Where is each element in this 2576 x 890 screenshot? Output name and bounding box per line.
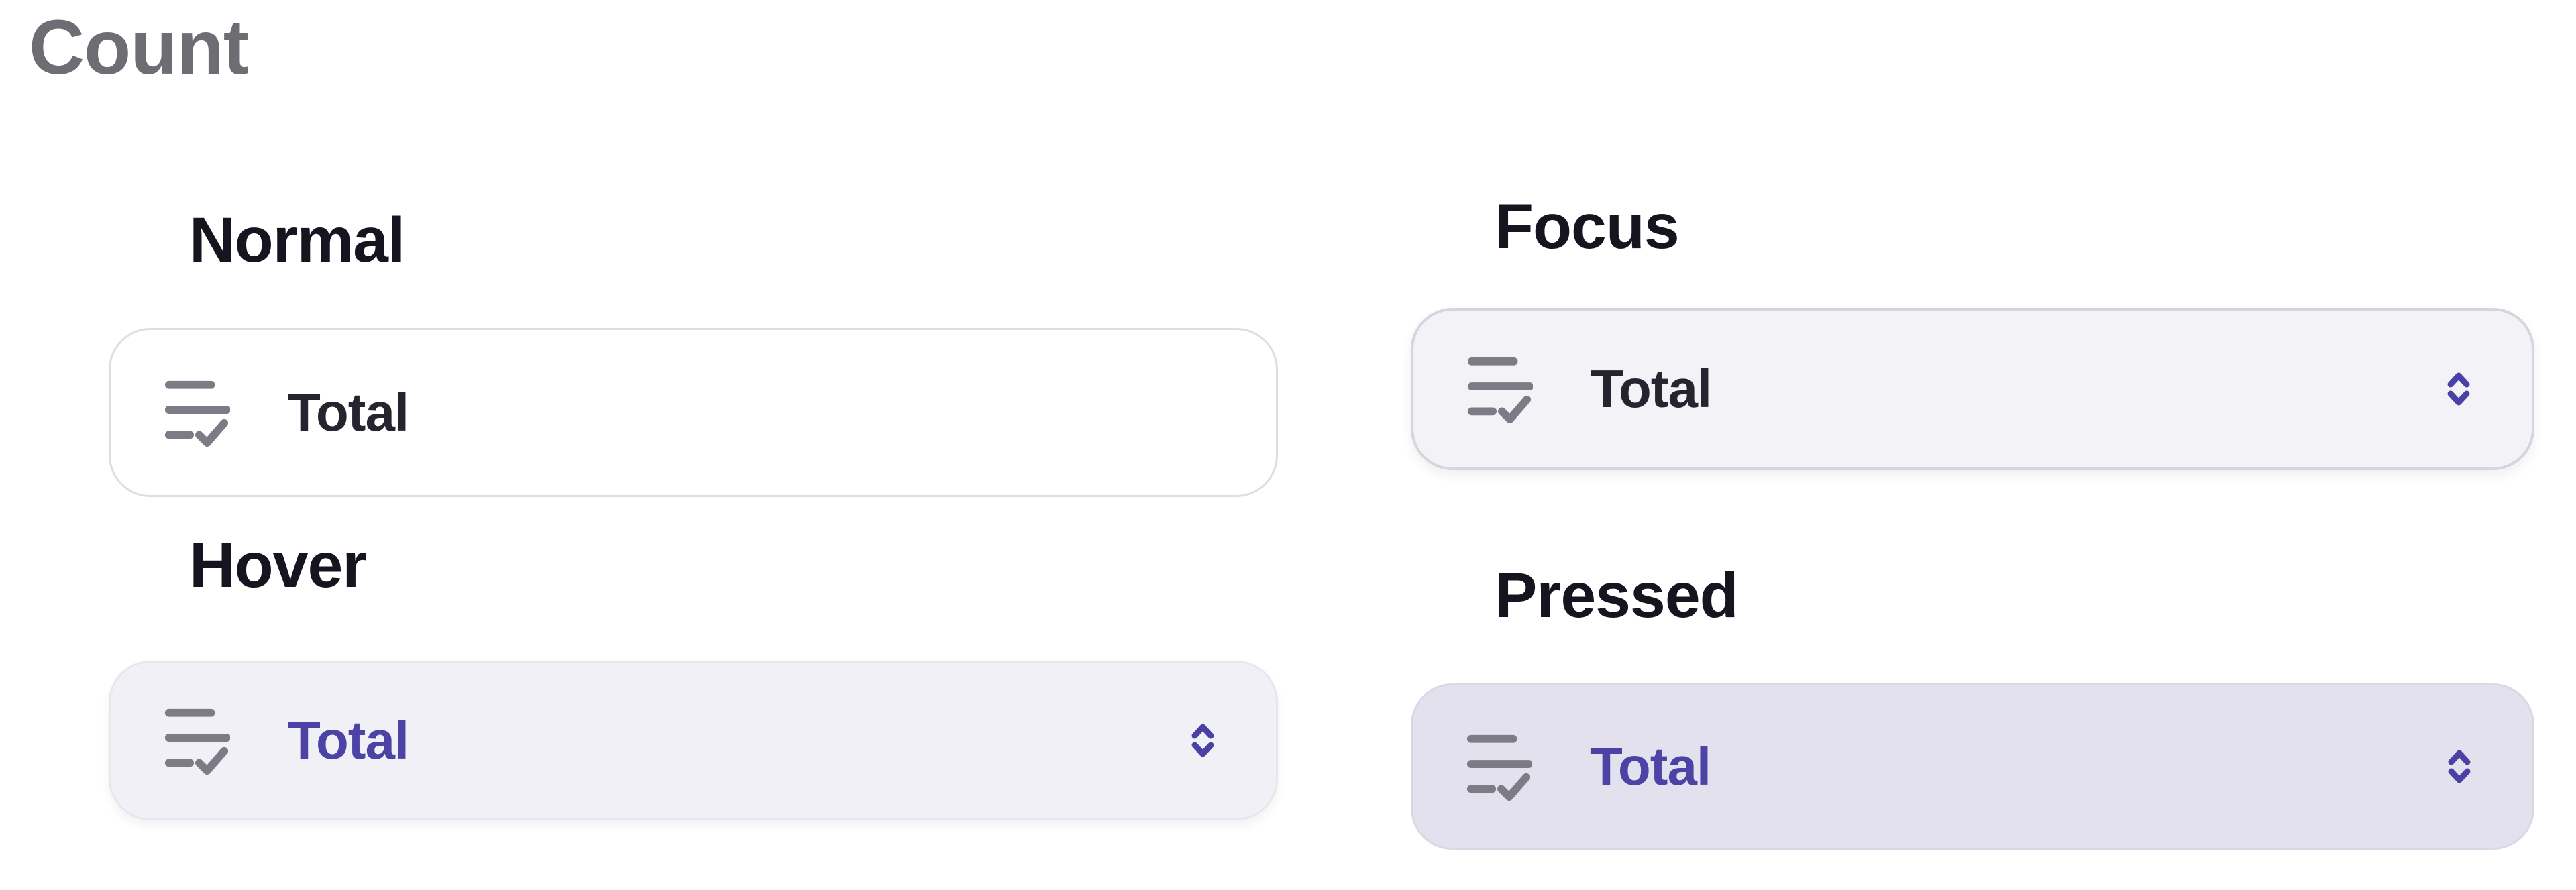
state-label-hover: Hover (189, 530, 367, 601)
list-check-icon (163, 705, 230, 776)
count-select-normal[interactable]: Total (109, 328, 1278, 497)
state-label-pressed: Pressed (1495, 560, 1739, 631)
section-title: Count (29, 5, 249, 91)
list-check-icon (163, 377, 230, 448)
list-check-icon (1465, 731, 1532, 802)
state-label-normal: Normal (189, 205, 405, 276)
state-label-focus: Focus (1495, 191, 1680, 262)
chevron-up-down-icon (1189, 720, 1217, 761)
select-value: Total (288, 382, 409, 442)
chevron-up-down-icon (2445, 746, 2473, 787)
select-value: Total (288, 710, 409, 770)
chevron-up-down-icon (2445, 369, 2473, 409)
select-value: Total (1591, 359, 1712, 419)
list-check-icon (1466, 353, 1533, 425)
count-select-pressed[interactable]: Total (1411, 683, 2534, 850)
count-select-focus[interactable]: Total (1411, 308, 2534, 470)
select-value: Total (1590, 736, 1711, 796)
count-select-hover[interactable]: Total (109, 661, 1278, 820)
